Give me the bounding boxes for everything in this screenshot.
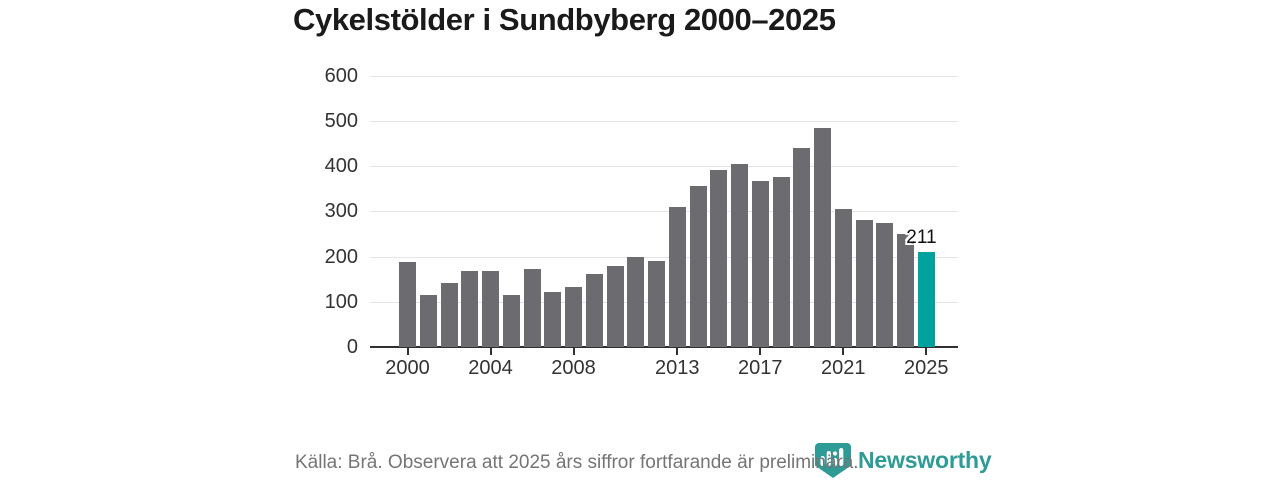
gridline-300 bbox=[370, 211, 958, 213]
bar-2010 bbox=[606, 265, 624, 347]
bar-2022 bbox=[855, 219, 873, 347]
bar-2001 bbox=[419, 294, 437, 347]
bar-2002 bbox=[440, 283, 458, 347]
x-axis-line bbox=[370, 346, 958, 348]
bar-2020 bbox=[814, 127, 831, 347]
x-axis-tick-2021 bbox=[842, 348, 845, 355]
x-axis-label-2013: 2013 bbox=[655, 357, 700, 379]
bar-2015 bbox=[710, 169, 728, 347]
newsworthy-logo: Newsworthy bbox=[814, 441, 992, 479]
bar-2009 bbox=[585, 274, 603, 347]
x-axis-label-2017: 2017 bbox=[738, 357, 783, 379]
x-axis-tick-2013 bbox=[676, 348, 679, 355]
x-axis-tick-2000 bbox=[406, 348, 409, 355]
bar-2008 bbox=[565, 287, 582, 347]
x-axis-tick-2004 bbox=[489, 348, 492, 355]
bar-2005 bbox=[502, 294, 520, 347]
y-axis-label-600: 600 bbox=[324, 64, 358, 87]
value-label-2025: 211 bbox=[906, 226, 937, 248]
y-axis-label-300: 300 bbox=[324, 200, 358, 223]
bar-2025 bbox=[917, 251, 935, 347]
gridline-200 bbox=[370, 256, 958, 258]
chart-title: Cykelstölder i Sundbyberg 2000–2025 bbox=[293, 2, 836, 37]
newsworthy-shield-barchart-icon bbox=[815, 443, 851, 478]
bar-2021 bbox=[834, 208, 852, 347]
newsworthy-wordmark: Newsworthy bbox=[858, 446, 992, 473]
x-axis-label-2021: 2021 bbox=[821, 357, 866, 379]
bar-2011 bbox=[627, 257, 645, 347]
bar-2000 bbox=[399, 261, 416, 347]
x-axis-label-2000: 2000 bbox=[385, 357, 430, 379]
source-note: Källa: Brå. Observera att 2025 års siffr… bbox=[295, 452, 859, 473]
y-axis-label-200: 200 bbox=[324, 245, 358, 268]
x-axis-label-2025: 2025 bbox=[904, 357, 949, 379]
gridline-400 bbox=[370, 166, 958, 167]
bar-2023 bbox=[876, 223, 894, 347]
y-axis-label-100: 100 bbox=[324, 290, 358, 313]
y-axis-label-500: 500 bbox=[324, 109, 358, 132]
x-axis-tick-2017 bbox=[759, 348, 762, 355]
y-axis-label-0: 0 bbox=[346, 336, 358, 358]
bar-2013 bbox=[668, 206, 686, 347]
bar-2024 bbox=[897, 234, 914, 347]
bar-2014 bbox=[689, 186, 707, 347]
bar-2007 bbox=[544, 291, 562, 347]
x-axis-label-2004: 2004 bbox=[468, 357, 513, 379]
x-axis-tick-2008 bbox=[572, 348, 575, 355]
bar-2016 bbox=[731, 164, 748, 347]
bar-2017 bbox=[751, 180, 769, 347]
gridline-500 bbox=[370, 120, 958, 122]
bar-2019 bbox=[793, 147, 811, 347]
bar-2006 bbox=[523, 269, 541, 347]
y-axis-label-400: 400 bbox=[324, 155, 358, 177]
bar-2004 bbox=[482, 271, 499, 347]
x-axis-label-2008: 2008 bbox=[551, 357, 596, 379]
gridline-600 bbox=[370, 75, 958, 77]
x-axis-tick-2025 bbox=[925, 348, 928, 355]
bar-2003 bbox=[461, 270, 479, 347]
bar-2018 bbox=[772, 176, 790, 347]
bar-2012 bbox=[648, 260, 665, 347]
